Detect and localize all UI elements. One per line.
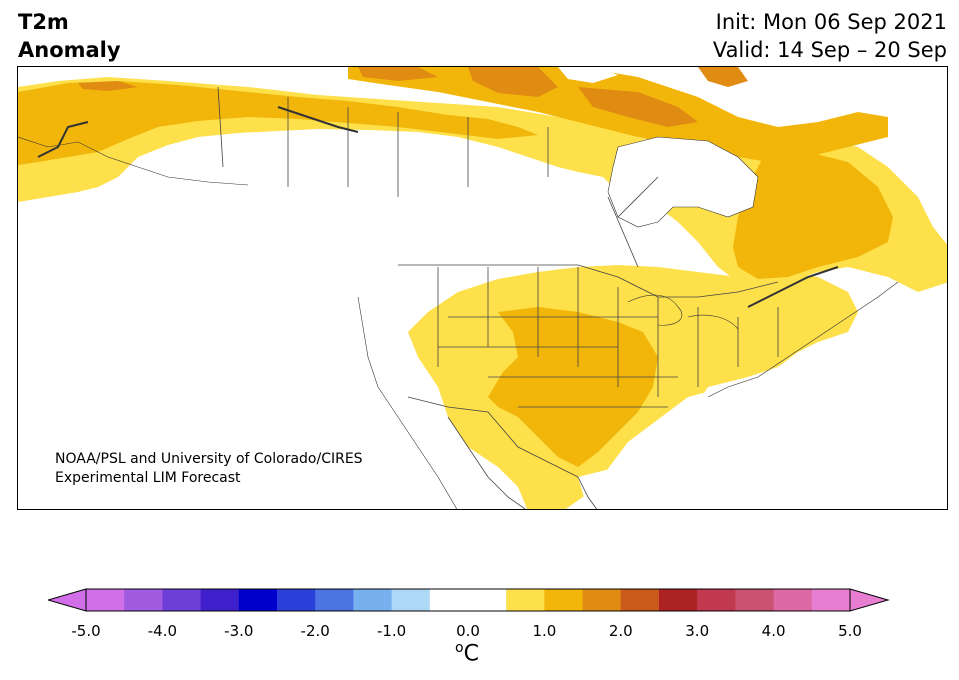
pacific-white-region: [18, 167, 613, 509]
political-boundaries: [217, 86, 779, 509]
colorbar-cell: [506, 589, 545, 611]
st-lawrence-river: [747, 266, 839, 308]
forecast-dates: Init: Mon 06 Sep 2021 Valid: 14 Sep – 20…: [713, 8, 947, 64]
province-lines: [287, 97, 659, 268]
init-date: Init: Mon 06 Sep 2021: [715, 10, 947, 34]
rivers: [37, 106, 839, 308]
hudson-bay: [608, 137, 758, 227]
colorbar-tick-label: 5.0: [838, 622, 862, 640]
colorbar-tick-label: 1.0: [532, 622, 557, 640]
anomaly-region-light-canada: [18, 77, 947, 292]
hudson-bay-coast: [607, 136, 759, 228]
colorbar-cell: [582, 589, 622, 611]
map-title: T2m Anomaly: [18, 8, 121, 64]
arctic-open-water: [558, 67, 838, 83]
colorbar-cell: [162, 589, 202, 611]
atlantic-white-region: [688, 282, 947, 509]
colorbar-under-triangle: [48, 588, 87, 612]
unit-degree: o: [455, 640, 464, 656]
colorbar-cell: [620, 589, 660, 611]
anomaly-region-medium-arctic: [348, 67, 888, 162]
east-coast: [707, 281, 899, 398]
anomaly-region-dark-alaska: [78, 81, 138, 91]
gulf-of-mexico: [578, 457, 678, 509]
anomaly-region-dark-arctic-3: [578, 87, 698, 127]
anomaly-region-dark-arctic-2: [468, 67, 558, 97]
colorbar-tick-label: -3.0: [224, 622, 254, 640]
colorbar-tick-label: -5.0: [71, 622, 101, 640]
great-lakes: [627, 294, 739, 330]
us-mexico-border: [407, 396, 579, 478]
colorbar-tick-label: -1.0: [376, 622, 407, 640]
colorbar-cell: [353, 589, 393, 611]
colorbar-tick-label: 3.0: [685, 622, 710, 640]
colorbar-tick-label: -4.0: [147, 622, 178, 640]
colorbar-cell: [238, 589, 278, 611]
west-coast: [357, 296, 458, 509]
valid-date: Valid: 14 Sep – 20 Sep: [712, 38, 947, 62]
colorbar-over-triangle: [849, 588, 890, 612]
colorbar-cell: [124, 589, 163, 611]
colorbar-cell: [200, 589, 240, 611]
colorbar-cell: [277, 589, 316, 611]
anomaly-region-medium-alaska: [18, 81, 538, 165]
colorbar-cell: [659, 589, 698, 611]
credit-line-1: NOAA/PSL and University of Colorado/CIRE…: [55, 451, 363, 467]
colorbar-tick-label: 4.0: [761, 622, 786, 640]
mackenzie-river: [277, 106, 359, 133]
colorbar-tick-label: -2.0: [300, 622, 330, 640]
colorbar-cell: [735, 589, 775, 611]
colorbar-tick-label: 2.0: [608, 622, 633, 640]
colorbar: [48, 588, 890, 612]
colorbar-unit: oC: [455, 640, 479, 666]
coastlines: [18, 136, 899, 509]
title-line-1: T2m: [18, 10, 69, 34]
anomaly-region-dark-arctic-1: [358, 67, 438, 81]
colorbar-cell: [86, 589, 125, 611]
colorbar-cell: [697, 589, 736, 611]
colorbar-cell: [315, 589, 354, 611]
mexico-outline: [447, 416, 598, 509]
colorbar-frame: [85, 588, 851, 612]
colorbar-cell: [544, 589, 584, 611]
anomaly-region-medium-quebec: [733, 152, 893, 279]
colorbar-cell: [811, 589, 851, 611]
colorbar-cell: [391, 589, 431, 611]
colorbar-tick-label: 0.0: [456, 622, 480, 640]
alaska-border: [217, 86, 224, 168]
yukon-river: [37, 121, 89, 158]
colorbar-cell: [429, 589, 469, 611]
anomaly-region-dark-arctic-4: [698, 67, 748, 87]
title-line-2: Anomaly: [18, 38, 121, 62]
state-lines: [437, 267, 779, 408]
credit-line-2: Experimental LIM Forecast: [55, 470, 241, 486]
credit-text: NOAA/PSL and University of Colorado/CIRE…: [55, 450, 363, 488]
alaska-coast: [18, 136, 249, 186]
map-canvas: [18, 67, 947, 509]
canada-us-border: [398, 264, 779, 298]
anomaly-map: [17, 66, 948, 510]
colorbar-cell: [468, 589, 507, 611]
colorbar-cell: [773, 589, 813, 611]
unit-celsius: C: [463, 641, 479, 667]
colorbar-cells: [86, 589, 851, 611]
